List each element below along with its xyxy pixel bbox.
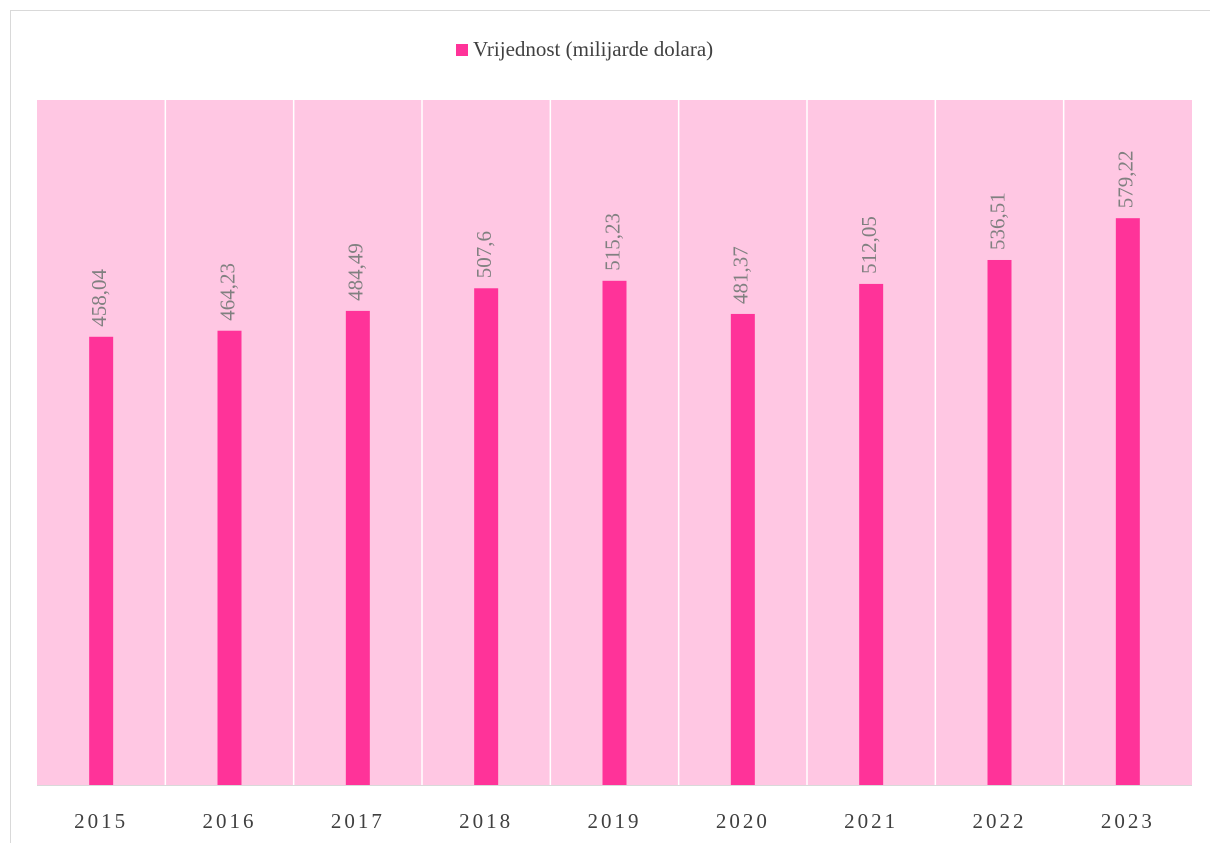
x-tick-label: 2021 bbox=[844, 809, 898, 833]
data-label: 512,05 bbox=[857, 216, 881, 274]
data-label: 484,49 bbox=[344, 243, 368, 301]
legend-marker bbox=[456, 44, 468, 56]
x-tick-label: 2023 bbox=[1101, 809, 1155, 833]
bar bbox=[987, 259, 1012, 785]
bar bbox=[1115, 218, 1140, 785]
x-tick-label: 2016 bbox=[203, 809, 257, 833]
bar bbox=[474, 288, 499, 785]
data-label: 507,6 bbox=[472, 231, 496, 278]
data-label: 536,51 bbox=[985, 192, 1009, 250]
bar bbox=[217, 330, 242, 785]
bar bbox=[602, 280, 627, 785]
x-tick-label: 2022 bbox=[973, 809, 1027, 833]
bar bbox=[859, 283, 884, 785]
data-label: 458,04 bbox=[87, 269, 111, 327]
data-label: 481,37 bbox=[729, 246, 753, 304]
data-label: 464,23 bbox=[215, 263, 239, 321]
x-tick-label: 2020 bbox=[716, 809, 770, 833]
legend-label: Vrijednost (milijarde dolara) bbox=[473, 37, 713, 61]
x-tick-label: 2015 bbox=[74, 809, 128, 833]
x-tick-label: 2018 bbox=[459, 809, 513, 833]
data-label: 515,23 bbox=[600, 213, 624, 271]
x-tick-label: 2019 bbox=[588, 809, 642, 833]
bar bbox=[89, 336, 114, 785]
x-tick-label: 2017 bbox=[331, 809, 385, 833]
bar bbox=[730, 313, 755, 785]
bar bbox=[345, 310, 370, 785]
data-label: 579,22 bbox=[1114, 150, 1138, 208]
